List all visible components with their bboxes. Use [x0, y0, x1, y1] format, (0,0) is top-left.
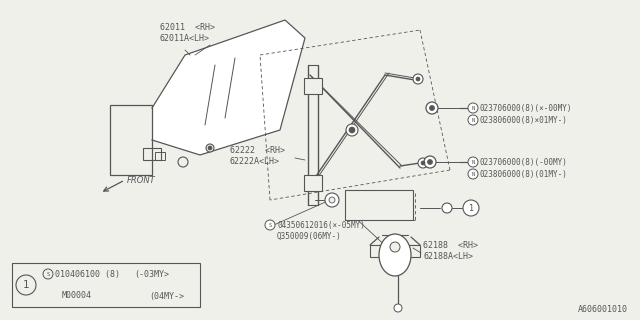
Circle shape: [390, 242, 400, 252]
Circle shape: [468, 157, 478, 167]
Text: 62222  <RH>: 62222 <RH>: [230, 146, 285, 155]
Circle shape: [325, 193, 339, 207]
Circle shape: [442, 203, 452, 213]
Text: (04MY->: (04MY->: [150, 292, 184, 300]
Bar: [304, 175, 322, 191]
Text: N: N: [472, 117, 475, 123]
Bar: [370, 245, 420, 257]
Text: 04350612016(×-05MY): 04350612016(×-05MY): [277, 220, 365, 229]
Text: 62188  <RH>: 62188 <RH>: [423, 241, 478, 250]
Text: 62222A<LH>: 62222A<LH>: [230, 157, 280, 166]
Text: Q350009(06MY-): Q350009(06MY-): [277, 231, 342, 241]
Text: 023806000(8)(01MY-): 023806000(8)(01MY-): [479, 170, 567, 179]
Circle shape: [178, 157, 188, 167]
Text: 62011  <RH>: 62011 <RH>: [160, 23, 215, 32]
Circle shape: [394, 304, 402, 312]
Text: 62011A<LH>: 62011A<LH>: [160, 34, 210, 43]
Circle shape: [43, 269, 53, 279]
Bar: [12, 263, 200, 307]
Text: M00004: M00004: [62, 292, 92, 300]
Circle shape: [349, 127, 355, 133]
Circle shape: [416, 77, 420, 81]
Bar: [345, 190, 413, 220]
Text: 1: 1: [468, 204, 474, 212]
Bar: [304, 78, 322, 94]
Circle shape: [208, 146, 212, 150]
Circle shape: [426, 102, 438, 114]
Circle shape: [206, 144, 214, 152]
Circle shape: [329, 197, 335, 203]
Text: (-03MY>: (-03MY>: [134, 269, 169, 278]
Circle shape: [468, 169, 478, 179]
Text: N: N: [472, 106, 475, 110]
Circle shape: [421, 161, 425, 165]
Circle shape: [428, 159, 433, 164]
Circle shape: [413, 74, 423, 84]
Text: 62188A<LH>: 62188A<LH>: [423, 252, 473, 261]
Polygon shape: [152, 20, 305, 155]
Text: N: N: [472, 172, 475, 177]
Circle shape: [468, 103, 478, 113]
Text: N: N: [472, 159, 475, 164]
Bar: [143, 148, 161, 160]
Circle shape: [429, 106, 435, 110]
Circle shape: [418, 158, 428, 168]
Circle shape: [16, 275, 36, 295]
Circle shape: [468, 115, 478, 125]
Bar: [155, 152, 165, 160]
Circle shape: [265, 220, 275, 230]
Text: A606001010: A606001010: [578, 305, 628, 314]
Text: S: S: [268, 222, 271, 228]
Ellipse shape: [379, 234, 411, 276]
Circle shape: [424, 156, 436, 168]
Text: 010406100 (8): 010406100 (8): [55, 269, 120, 278]
Circle shape: [346, 124, 358, 136]
Bar: [110, 105, 152, 175]
Circle shape: [463, 200, 479, 216]
Text: FRONT: FRONT: [127, 175, 156, 185]
Text: 023706000(8)(-00MY): 023706000(8)(-00MY): [479, 157, 567, 166]
Text: S: S: [46, 271, 50, 276]
Text: 023706000(8)(×-00MY): 023706000(8)(×-00MY): [479, 103, 572, 113]
Text: 1: 1: [22, 280, 29, 290]
Text: 023806000(8)×01MY-): 023806000(8)×01MY-): [479, 116, 567, 124]
